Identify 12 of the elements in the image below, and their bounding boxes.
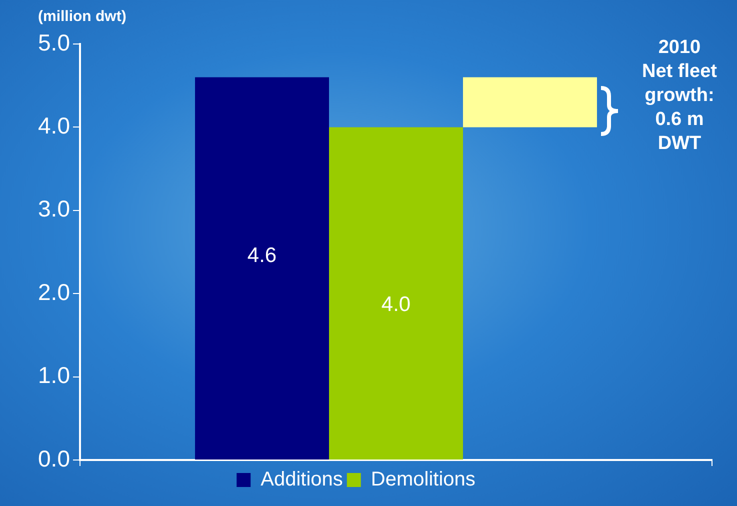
y-tick-label: 2.0 xyxy=(38,278,70,305)
legend-label: Additions xyxy=(260,468,343,491)
y-tick-label: 5.0 xyxy=(38,29,70,56)
y-axis-title: (million dwt) xyxy=(38,8,126,25)
y-tick-label: 3.0 xyxy=(38,196,70,222)
y-tick-label: 1.0 xyxy=(38,362,70,388)
legend-label: Demolitions xyxy=(370,468,476,491)
annotation: 2010 Net fleet growth: 0.6 m DWT xyxy=(641,36,718,156)
data-label: 4.0 xyxy=(381,293,411,316)
data-label: 4.6 xyxy=(247,244,277,268)
y-tick-label: 4.0 xyxy=(38,112,70,139)
y-tick-label: 0.0 xyxy=(38,445,70,472)
